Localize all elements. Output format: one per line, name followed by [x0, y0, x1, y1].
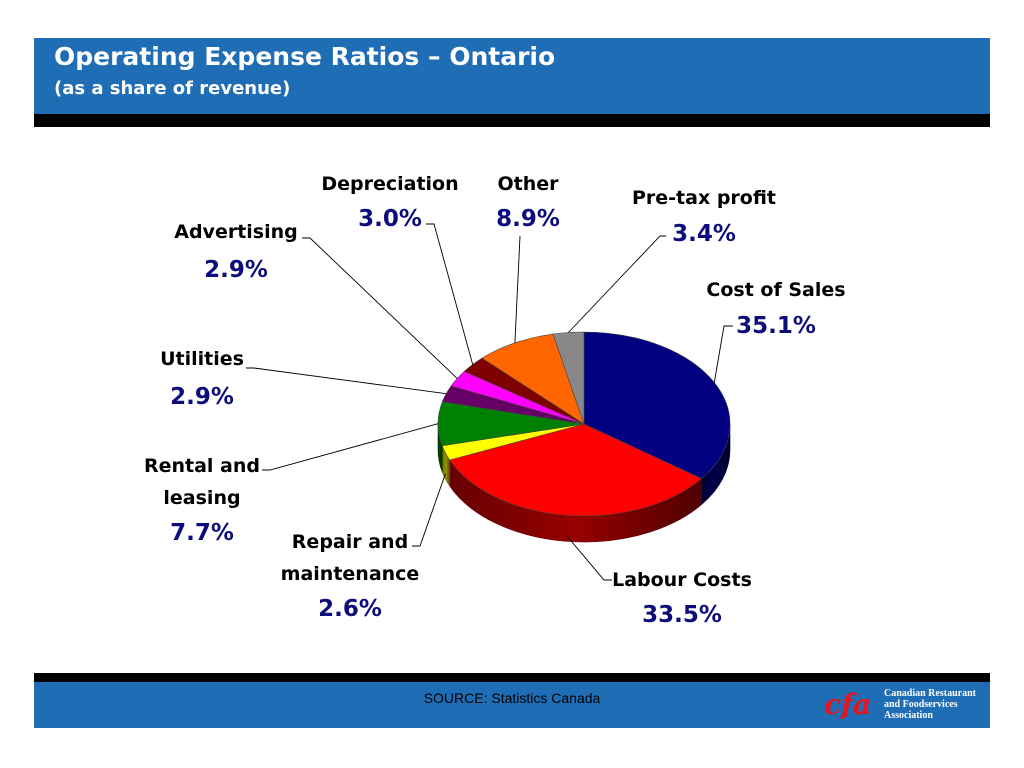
pie-slice [449, 423, 703, 517]
slice-label-name: Rental and [144, 455, 260, 477]
pie-slice-side-shade [701, 424, 730, 505]
leader-line [568, 235, 666, 333]
page-subtitle: (as a share of revenue) [54, 78, 291, 99]
page-title: Operating Expense Ratios – Ontario [54, 42, 556, 71]
footer-bar: SOURCE: Statistics Canada cfa Canadian R… [34, 682, 990, 728]
leader-line [246, 367, 447, 395]
source-note: SOURCE: Statistics Canada [423, 690, 601, 706]
slice-label-value: 2.9% [204, 257, 268, 283]
association-line: Canadian Restaurant [884, 688, 976, 699]
slice-label-name: Pre-tax profit [632, 187, 776, 209]
slice-label-value: 33.5% [642, 602, 722, 628]
pie-slice [481, 333, 585, 425]
slice-label-name: Depreciation [321, 173, 458, 195]
slice-label-value: 2.6% [318, 596, 382, 622]
slice-label-name: leasing [163, 487, 240, 509]
association-line: and Foodservices [884, 699, 958, 710]
leader-line [566, 535, 612, 581]
pie-top [437, 331, 731, 517]
slice-label-name: Labour Costs [612, 569, 752, 591]
header-divider [34, 114, 990, 127]
pie-slice-side-shade [442, 445, 450, 487]
footer-divider [34, 673, 990, 682]
slice-label-name: Advertising [174, 221, 298, 243]
leader-line [262, 423, 439, 471]
leader-lines [246, 223, 733, 581]
slice-label-value: 3.0% [358, 206, 422, 232]
logo-wordmark: cfa [824, 688, 871, 721]
slice-labels: Cost of Sales 35.1% Labour Costs 33.5% Repai… [144, 173, 846, 628]
leader-line [713, 325, 733, 383]
slice-label-value: 3.4% [672, 221, 736, 247]
slice-label-value: 2.9% [170, 384, 234, 410]
leader-line [302, 237, 458, 379]
slice-label-name: Repair and [292, 531, 408, 553]
cfa-logo-icon: cfa [824, 688, 871, 721]
slice-label-value: 7.7% [170, 520, 234, 546]
slice-label-name: Utilities [160, 348, 244, 370]
slice-label-name: Other [497, 173, 559, 195]
association-name: Canadian Restaurant and Foodservices Ass… [884, 688, 994, 721]
slice-label-name: maintenance [281, 563, 420, 585]
association-line: Association [884, 710, 933, 721]
leader-line [426, 223, 474, 365]
header-bar: Operating Expense Ratios – Ontario (as a… [34, 38, 990, 114]
slice-label-value: 35.1% [736, 313, 816, 339]
slice-label-value: 8.9% [496, 206, 560, 232]
slice-label-name: Cost of Sales [706, 279, 845, 301]
leader-line [514, 235, 521, 344]
pie-slice-side-shade [449, 460, 702, 542]
leader-line [412, 473, 446, 547]
